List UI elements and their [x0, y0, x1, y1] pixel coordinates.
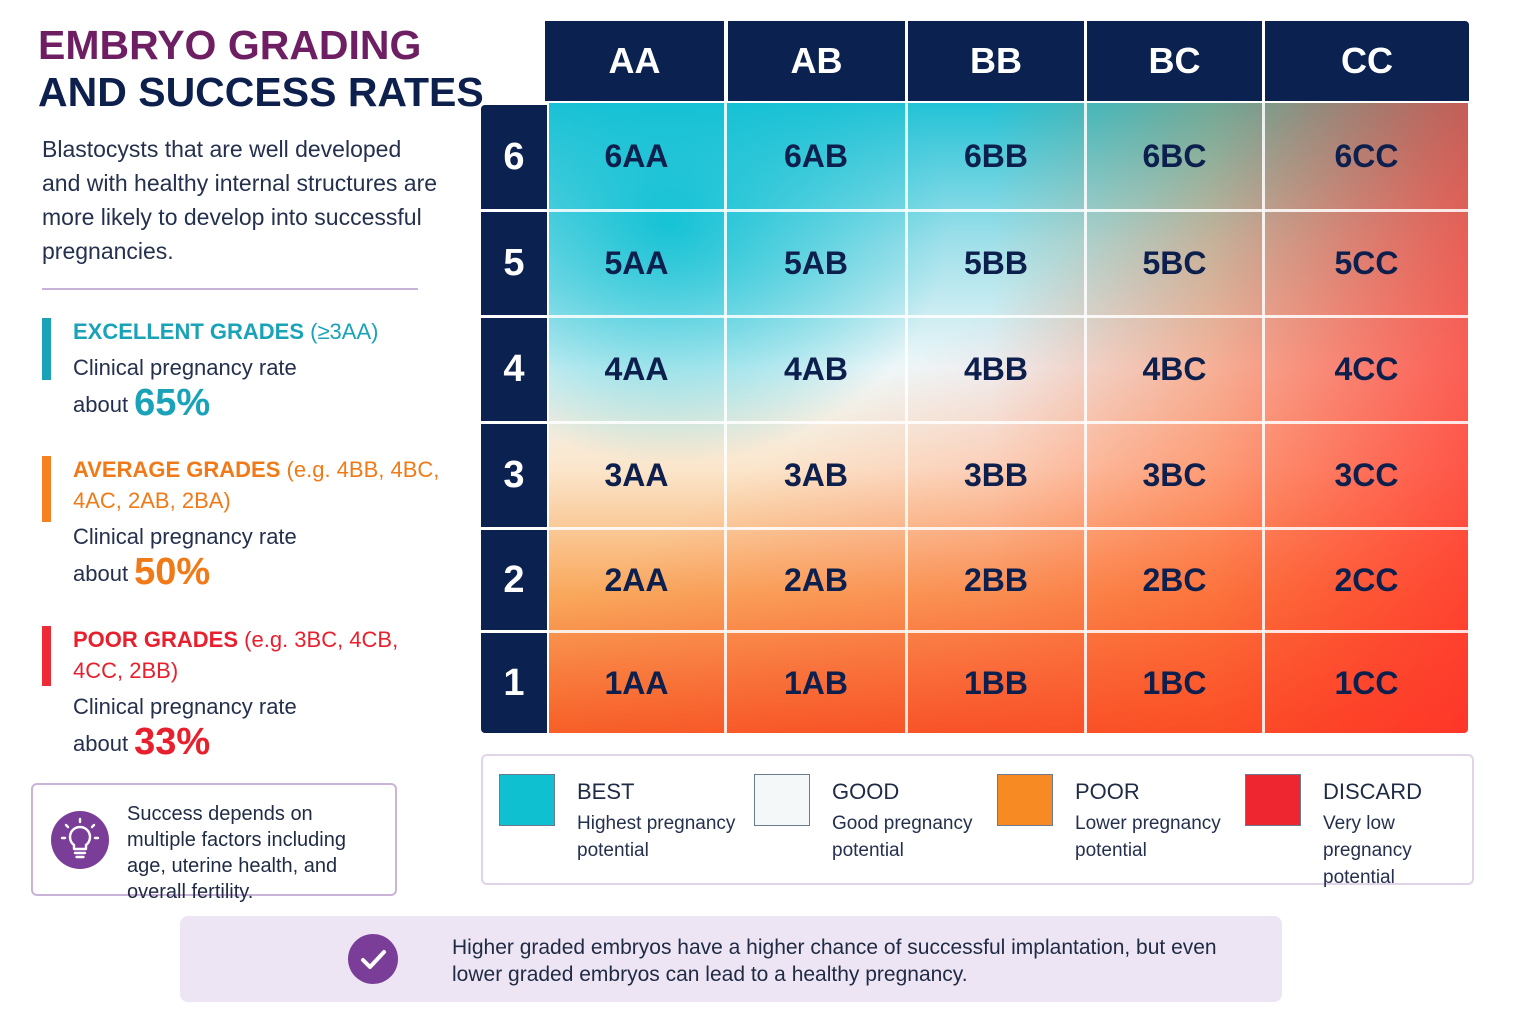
- row-header-1: 1: [481, 633, 547, 733]
- grade-cell: 2BC: [1142, 561, 1207, 598]
- banner-text: Higher graded embryos have a higher chan…: [452, 936, 1217, 986]
- grade-label: AVERAGE GRADES: [73, 457, 281, 482]
- grade-rate-label: Clinical pregnancy rate: [73, 694, 297, 719]
- grade-cell: 2CC: [1334, 561, 1399, 598]
- grade-accent-bar: [42, 626, 51, 686]
- grade-percent: 65%: [134, 382, 211, 424]
- legend-swatch: [997, 774, 1053, 826]
- grade-cell: 6BC: [1142, 137, 1207, 174]
- legend-name: POOR: [1075, 779, 1140, 804]
- legend-desc: Very low pregnancy potential: [1323, 813, 1412, 888]
- grid-separator: [1262, 103, 1265, 733]
- intro-text: Blastocysts that are well developed and …: [42, 136, 438, 264]
- grade-cell: 4AA: [604, 351, 669, 387]
- grade-accent-bar: [42, 456, 51, 522]
- grade-cell: 1AA: [604, 664, 669, 701]
- grade-cell: 3CC: [1334, 457, 1399, 493]
- grade-cell: 5AB: [783, 245, 848, 281]
- grade-cell: 5AA: [604, 245, 669, 281]
- grade-cell: 5BC: [1142, 245, 1207, 281]
- grade-cell: 6CC: [1334, 137, 1399, 174]
- grade-cell: 4AB: [783, 351, 848, 387]
- column-header-bb: BB: [908, 21, 1084, 101]
- grade-cell: 2AB: [783, 561, 848, 598]
- bottom-banner: Higher graded embryos have a higher chan…: [180, 916, 1282, 1002]
- grade-heading: POOR GRADES (e.g. 3BC, 4CB, 4CC, 2BB): [73, 624, 442, 686]
- grade-rate-label: Clinical pregnancy rate: [73, 355, 297, 380]
- grade-label: EXCELLENT GRADES: [73, 319, 305, 344]
- grade-cell: 3BC: [1142, 457, 1207, 493]
- grid-separator: [549, 527, 1468, 530]
- grade-cell: 6AA: [604, 137, 669, 174]
- grade-label: POOR GRADES: [73, 627, 239, 652]
- grade-cell: 5CC: [1334, 245, 1399, 281]
- grade-cell: 1CC: [1334, 664, 1399, 701]
- grid-separator: [549, 315, 1468, 318]
- page-title: EMBRYO GRADING AND SUCCESS RATES: [38, 22, 484, 116]
- grade-about: about: [73, 392, 129, 417]
- grade-about: about: [73, 561, 129, 586]
- legend-swatch: [1245, 774, 1301, 826]
- grade-cell: 4BB: [963, 351, 1028, 387]
- grade-percent: 50%: [134, 551, 211, 593]
- grade-cell: 2BB: [963, 561, 1028, 598]
- column-header-ab: AB: [728, 21, 905, 101]
- grade-cell: 6AB: [783, 137, 848, 174]
- divider: [42, 288, 418, 290]
- row-header-3: 3: [481, 424, 547, 527]
- tip-box: Success depends on multiple factors incl…: [31, 783, 397, 903]
- legend-name: BEST: [577, 779, 635, 804]
- legend-swatch: [499, 774, 555, 826]
- grade-heading: AVERAGE GRADES (e.g. 4BB, 4BC, 4AC, 2AB,…: [73, 454, 442, 516]
- row-header-6: 6: [481, 105, 547, 209]
- grade-cell: 1BB: [963, 664, 1028, 701]
- title-line-2: AND SUCCESS RATES: [38, 69, 484, 115]
- legend-swatch: [754, 774, 810, 826]
- legend-desc: Highest pregnancy potential: [577, 813, 736, 861]
- grade-heading: EXCELLENT GRADES (≥3AA): [73, 316, 442, 347]
- grid-separator: [549, 209, 1468, 212]
- grade-cell: 4CC: [1334, 351, 1399, 387]
- title-line-1: EMBRYO GRADING: [38, 22, 422, 68]
- grade-cell: 3BB: [963, 457, 1028, 493]
- grid-separator: [549, 630, 1468, 633]
- legend-name: DISCARD: [1323, 779, 1423, 804]
- grid-separator: [724, 103, 727, 733]
- grade-rate-label: Clinical pregnancy rate: [73, 524, 297, 549]
- grade-accent-bar: [42, 318, 51, 380]
- check-circle-icon: [348, 934, 398, 984]
- lightbulb-icon: [51, 811, 109, 869]
- grade-cell: 1BC: [1142, 664, 1207, 701]
- grade-heatmap: [549, 103, 1468, 733]
- grade-percent: 33%: [134, 721, 211, 763]
- row-header-2: 2: [481, 530, 547, 630]
- grade-cell: 3AA: [604, 457, 669, 493]
- grade-examples: (e.g. 4BB, 4BC, 4AC, 2AB, 2BA): [73, 457, 440, 513]
- tip-text: Success depends on multiple factors incl…: [127, 803, 346, 903]
- grade-cell: 4BC: [1142, 351, 1207, 387]
- column-header-bc: BC: [1087, 21, 1262, 101]
- grade-examples: (e.g. 3BC, 4CB, 4CC, 2BB): [73, 627, 399, 683]
- grid-separator: [905, 103, 908, 733]
- column-header-cc: CC: [1265, 21, 1469, 101]
- grade-cell: 3AB: [783, 457, 848, 493]
- legend-name: GOOD: [832, 779, 900, 804]
- legend: BEST Highest pregnancy potential GOOD Go…: [481, 754, 1474, 888]
- grid-separator: [1084, 103, 1087, 733]
- grade-examples: (≥3AA): [310, 319, 379, 344]
- legend-desc: Good pregnancy potential: [832, 813, 973, 861]
- row-header-5: 5: [481, 212, 547, 315]
- grid-separator: [549, 421, 1468, 424]
- row-header-4: 4: [481, 318, 547, 421]
- grade-cell: 6BB: [963, 137, 1028, 174]
- grade-cell: 2AA: [604, 561, 669, 598]
- column-header-aa: AA: [545, 21, 724, 101]
- legend-desc: Lower pregnancy potential: [1075, 813, 1221, 861]
- grade-cell: 5BB: [963, 245, 1028, 281]
- grade-about: about: [73, 731, 129, 756]
- grade-cell: 1AB: [783, 664, 848, 701]
